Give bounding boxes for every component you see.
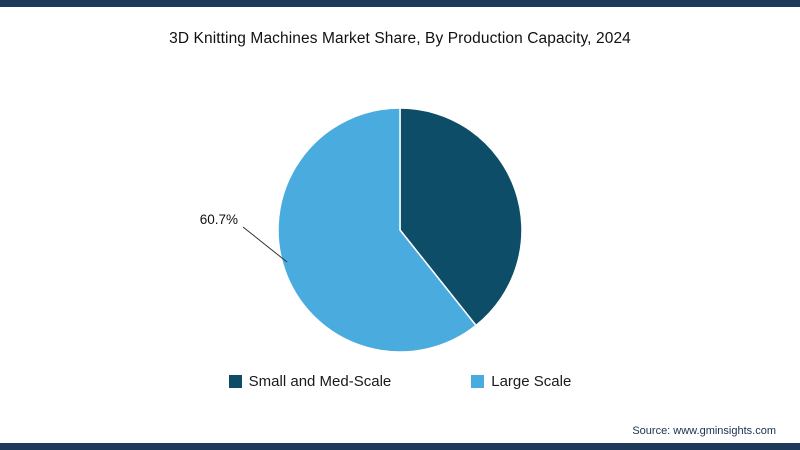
source-attribution: Source: www.gminsights.com — [632, 425, 776, 437]
legend-label-small-and-med-scale: Small and Med-Scale — [248, 373, 392, 390]
legend-swatch-large-scale — [471, 375, 485, 388]
pie-slice-large-scale — [277, 107, 478, 353]
legend-swatch-small-and-med-scale — [228, 375, 242, 388]
legend-item-small-and-med-scale: Small and Med-Scale — [228, 373, 392, 390]
pie-slices — [277, 107, 523, 353]
legend-label-large-scale: Large Scale — [491, 373, 572, 390]
label-leader-line — [242, 226, 288, 263]
top-accent-bar — [0, 0, 800, 7]
pie-slice-small-and-med-scale — [399, 107, 523, 327]
large-scale-value-label: 60.7% — [200, 212, 238, 227]
bottom-accent-bar — [0, 443, 800, 450]
legend: Small and Med-Scale Large Scale — [0, 373, 800, 390]
legend-item-large-scale: Large Scale — [471, 373, 571, 390]
chart-title: 3D Knitting Machines Market Share, By Pr… — [169, 30, 631, 47]
